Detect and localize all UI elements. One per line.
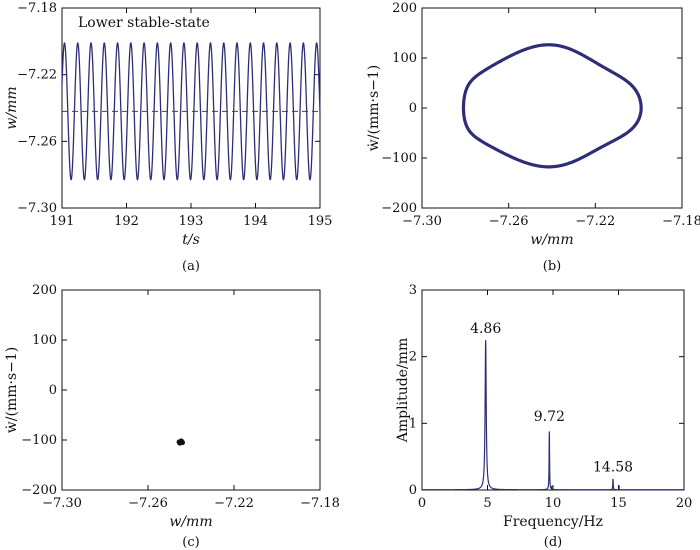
- x-tick-label: 192: [114, 214, 139, 229]
- phase-trajectory: [461, 43, 643, 169]
- y-tick-label: 0: [49, 383, 57, 398]
- panel-d-xlabel: Frequency/Hz: [503, 514, 603, 530]
- x-tick-label: 20: [676, 496, 693, 511]
- x-tick-label: −7.30: [402, 214, 442, 229]
- panel-d-ylabel: Amplitude/mm: [395, 338, 411, 443]
- y-tick-label: 0: [409, 101, 417, 116]
- x-tick-label: 10: [545, 496, 562, 511]
- panel-a-caption: (a): [182, 259, 200, 274]
- peak-label: 9.72: [534, 409, 565, 425]
- y-tick-label: −100: [381, 151, 417, 166]
- y-tick-label: 1: [409, 416, 417, 431]
- y-tick-label: −7.22: [17, 68, 57, 83]
- panel-b-frame: [421, 7, 683, 209]
- panel-b-ylabel: ẇ/(mm·s−1): [366, 65, 382, 151]
- y-tick-label: 200: [392, 1, 417, 16]
- y-tick-label: 100: [32, 333, 57, 348]
- panel-b-xlabel: w/mm: [530, 232, 573, 248]
- panel-c-ylabel: ẇ/(mm·s−1): [4, 347, 20, 433]
- y-tick-label: 0: [409, 483, 417, 498]
- y-tick-label: 200: [32, 283, 57, 298]
- x-tick-label: 195: [308, 214, 333, 229]
- x-tick-label: −7.26: [128, 496, 168, 511]
- series-line-displacement: [61, 42, 321, 181]
- panel-a-annotation: Lower stable-state: [78, 15, 210, 31]
- x-tick-label: 194: [243, 214, 268, 229]
- panel-b-caption: (b): [543, 259, 561, 274]
- y-tick-label: −7.18: [17, 1, 57, 16]
- x-tick-label: −7.22: [214, 496, 254, 511]
- panel-b-phase-portrait: −7.30 −7.26 −7.22 −7.18 −200 −100 0 100 200 w/mm…: [366, 1, 700, 274]
- x-tick-label: 0: [418, 496, 426, 511]
- x-tick-label: 191: [50, 214, 75, 229]
- x-tick-label: −7.22: [575, 214, 615, 229]
- panel-a-ylabel: w/mm: [4, 86, 20, 129]
- y-tick-label: 2: [409, 350, 417, 365]
- x-tick-label: −7.26: [489, 214, 529, 229]
- y-tick-label: −200: [21, 483, 57, 498]
- y-tick-label: 3: [409, 283, 417, 298]
- panel-d-caption: (d): [544, 535, 562, 550]
- panel-c-caption: (c): [182, 535, 199, 550]
- y-tick-label: −200: [381, 201, 417, 216]
- y-tick-label: −7.26: [17, 134, 57, 149]
- panel-c-poincare-map: −7.30 −7.26 −7.22 −7.18 −200 −100 0 100 200 w/mm…: [4, 283, 340, 550]
- y-tick-label: −100: [21, 433, 57, 448]
- x-tick-label: 193: [179, 214, 204, 229]
- panel-d-frame: [421, 289, 685, 491]
- x-tick-label: −7.18: [300, 496, 340, 511]
- y-tick-label: 100: [392, 51, 417, 66]
- panel-a-time-history: 191 192 193 194 195 −7.30 −7.26 −7.22 −7.18 Lowe…: [4, 1, 332, 274]
- panel-c-frame: [61, 289, 321, 491]
- peak-label: 14.58: [593, 460, 633, 476]
- x-tick-label: −7.18: [662, 214, 700, 229]
- spectrum-line: [422, 340, 684, 491]
- x-tick-label: 15: [610, 496, 627, 511]
- peak-label: 4.86: [470, 321, 501, 337]
- y-tick-label: −7.30: [17, 201, 57, 216]
- panel-c-xlabel: w/mm: [169, 514, 212, 530]
- x-tick-label: 5: [483, 496, 491, 511]
- x-tick-label: −7.30: [42, 496, 82, 511]
- panel-a-xlabel: t/s: [182, 232, 200, 248]
- poincare-point: [178, 438, 184, 444]
